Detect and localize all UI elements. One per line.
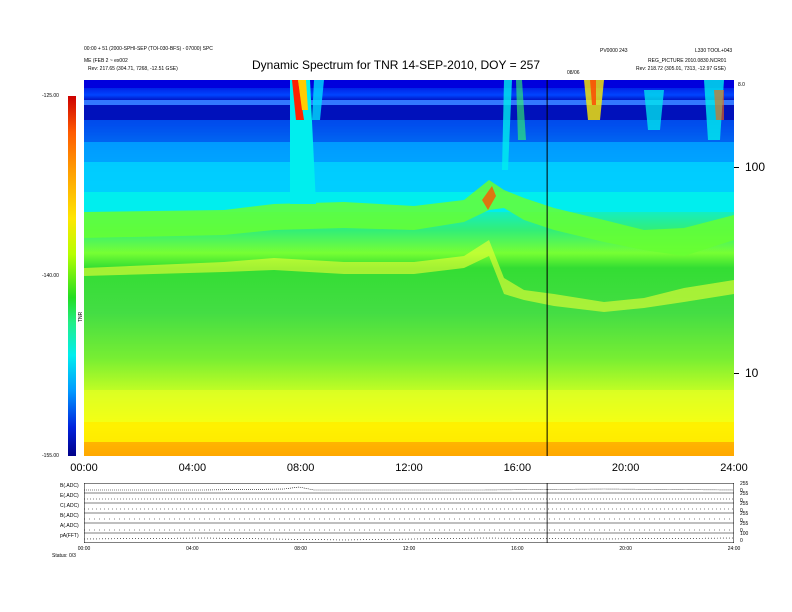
strip-label-4: B(.ADC): [60, 513, 79, 519]
strip-label-6: pA(FFT): [60, 533, 79, 539]
marker-label: 08/06: [567, 70, 580, 76]
x-tick-label-1: 04:00: [178, 462, 207, 474]
strip-rlabel-1: 255: [740, 481, 749, 487]
colorbar-tick-top: -125.00: [42, 93, 59, 99]
x-tick-label-0: 00:00: [70, 462, 98, 474]
header-left-line1: 00:00 + 51 (2000-SPHI-SEP (TOI-030-BFS) …: [84, 46, 213, 52]
strip-x-tick-label-6: 24:00: [727, 546, 741, 552]
chart-title: Dynamic Spectrum for TNR 14-SEP-2010, DO…: [251, 58, 540, 72]
header-right-line1: PV0000 243: [600, 48, 628, 54]
colorbar-tick-bottom: -155.00: [42, 453, 59, 459]
right-axis-tick-100: [734, 167, 739, 168]
strip-x-tick-label-1: 04:00: [186, 546, 199, 552]
strip-x-tick-label-0: 00:00: [77, 546, 91, 552]
right-axis-tick-10: [734, 373, 739, 374]
header-left-line3: Rev: 217.65 (304.71, 7268, -12.51 GSE): [88, 66, 178, 72]
strip-label-5: A(.ADC): [60, 523, 79, 529]
strip-panel: [84, 483, 734, 543]
right-axis-label-100: 100: [745, 160, 766, 174]
strip-rlabel-5: 255: [740, 501, 749, 507]
strip-rlabel-8: 0: [740, 518, 743, 524]
strip-rlabel-4: 0: [740, 498, 743, 504]
header-right-line3: Rev: 218.72 (305.01, 7313, -12.97 GSE): [636, 66, 726, 72]
strip-x-tick-label-5: 20:00: [619, 546, 632, 552]
strip-label-1: B(.ADC): [60, 483, 79, 489]
strip-rlabel-11: 100: [740, 531, 749, 537]
strip-x-tick-label-2: 08:00: [294, 546, 307, 552]
strip-footer-label: Status: 0/3: [52, 553, 76, 559]
spectrogram-canvas: [84, 80, 734, 456]
x-tick-label-4: 16:00: [503, 462, 532, 474]
right-axis-label-10: 10: [745, 366, 759, 380]
x-tick-label-6: 24:00: [720, 462, 748, 474]
strip-rlabel-7: 255: [740, 511, 749, 517]
strip-rlabel-2: 0: [740, 488, 743, 494]
x-tick-label-3: 12:00: [395, 462, 423, 474]
strip-rlabel-9: 255: [740, 521, 749, 527]
strip-x-tick-label-3: 12:00: [402, 546, 416, 552]
header-right-line2: REG_PICTURE 2010.0830.NCR01: [648, 58, 727, 64]
strip-x-tick-label-4: 16:00: [511, 546, 524, 552]
colorbar-tick-mid: -140.00: [42, 273, 59, 279]
strip-label-2: E(.ADC): [60, 493, 79, 499]
x-tick-label-5: 20:00: [611, 462, 640, 474]
x-tick-label-2: 08:00: [286, 462, 315, 474]
strip-rlabel-12: 0: [740, 538, 743, 544]
spectrogram: [84, 80, 734, 456]
strip-rlabel-3: 255: [740, 491, 749, 497]
colorbar: [68, 96, 76, 456]
header-right-line1b: L330 TOOL+043: [695, 48, 733, 54]
strip-rlabel-6: 0: [740, 508, 743, 514]
strip-label-3: C(.ADC): [60, 503, 79, 509]
corner-tag: 8.0: [738, 82, 745, 88]
header-left-line2: ME (FEB 2 ~ ex002: [84, 58, 128, 64]
strip-rlabel-10: 0: [740, 528, 743, 534]
